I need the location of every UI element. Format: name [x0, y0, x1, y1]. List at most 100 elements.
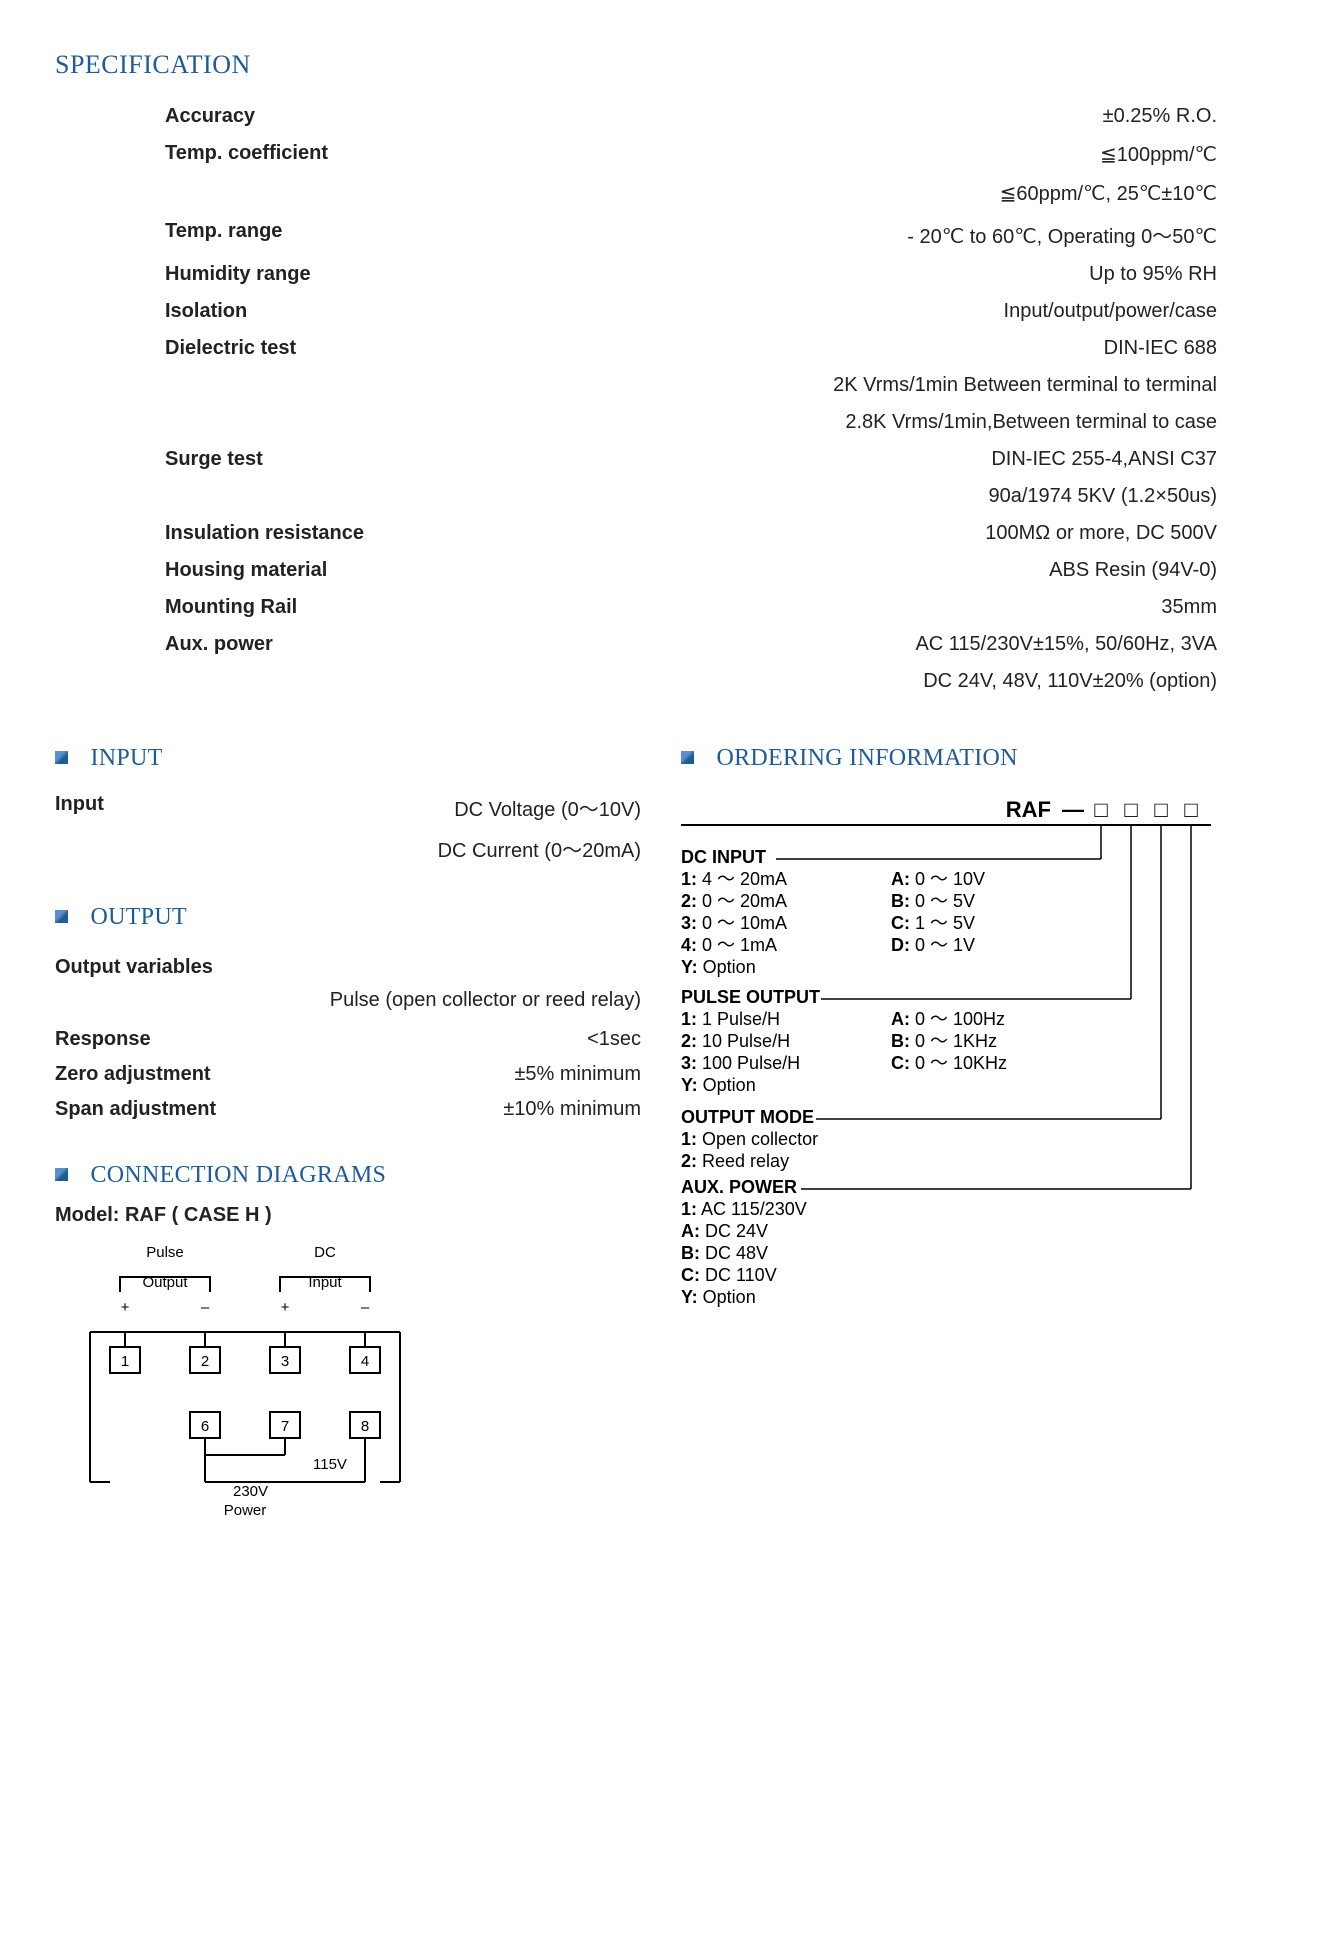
svg-text:□: □ — [1184, 797, 1197, 822]
order-option: A: 0 ～ 10V — [891, 869, 985, 889]
diagram-230v-label: 230V — [233, 1483, 268, 1500]
terminal-4: 4 — [361, 1353, 369, 1370]
spec-value: DIN-IEC 255-4,ANSI C37 — [485, 441, 1267, 478]
spec-label — [55, 404, 485, 441]
spec-value: 2.8K Vrms/1min,Between terminal to case — [485, 404, 1267, 441]
output-heading: OUTPUT — [90, 904, 186, 931]
spec-value: ≦60ppm/℃, 25℃±10℃ — [485, 174, 1267, 213]
diagram-output-label: Output — [142, 1274, 188, 1291]
input-value: DC Voltage (0～10V) — [169, 787, 641, 828]
terminal-3: 3 — [281, 1353, 289, 1370]
order-option: Y: Option — [681, 1075, 756, 1095]
order-option: 3: 100 Pulse/H — [681, 1053, 800, 1073]
spec-label: Temp. range — [55, 213, 485, 256]
order-option: 2: 0 ～ 20mA — [681, 891, 787, 911]
spec-value: 2K Vrms/1min Between terminal to termina… — [485, 367, 1267, 404]
spec-value: ≦100ppm/℃ — [485, 135, 1267, 174]
output-label: Span adjustment — [55, 1092, 371, 1127]
svg-text:□: □ — [1094, 797, 1107, 822]
specification-heading: SPECIFICATION — [55, 50, 1267, 80]
spec-label: Aux. power — [55, 626, 485, 663]
spec-value: - 20℃ to 60℃, Operating 0～50℃ — [485, 213, 1267, 256]
svg-text:—: — — [1062, 797, 1084, 822]
input-label — [55, 828, 169, 869]
input-table: InputDC Voltage (0～10V)DC Current (0～20m… — [55, 787, 641, 869]
spec-label: Mounting Rail — [55, 589, 485, 626]
spec-value: Up to 95% RH — [485, 256, 1267, 293]
diagram-pulse-label: Pulse — [146, 1244, 184, 1261]
diagram-115v-label: 115V — [313, 1456, 347, 1473]
spec-label: Accuracy — [55, 98, 485, 135]
order-option: 3: 0 ～ 10mA — [681, 913, 787, 933]
svg-text:□: □ — [1124, 797, 1137, 822]
output-variables-label: Output variables — [55, 956, 641, 979]
terminal-8: 8 — [361, 1418, 369, 1435]
spec-value: ABS Resin (94V-0) — [485, 552, 1267, 589]
order-option: 2: Reed relay — [681, 1151, 789, 1171]
order-option: 4: 0 ～ 1mA — [681, 935, 777, 955]
output-value: ±10% minimum — [371, 1092, 641, 1127]
order-option: 1: Open collector — [681, 1129, 818, 1149]
output-label: Response — [55, 1022, 371, 1057]
spec-value: 90a/1974 5KV (1.2×50us) — [485, 478, 1267, 515]
terminal-7: 7 — [281, 1418, 289, 1435]
spec-label: Housing material — [55, 552, 485, 589]
output-value: <1sec — [371, 1022, 641, 1057]
order-option: Y: Option — [681, 957, 756, 977]
diagram-plus: + — [281, 1299, 290, 1316]
output-table: Response<1secZero adjustment±5% minimumS… — [55, 1022, 641, 1127]
diagram-plus: + — [121, 1299, 130, 1316]
specification-table: Accuracy±0.25% R.O.Temp. coefficient≦100… — [55, 98, 1267, 700]
order-option: Y: Option — [681, 1287, 756, 1307]
order-option: B: DC 48V — [681, 1243, 768, 1263]
spec-value: 100MΩ or more, DC 500V — [485, 515, 1267, 552]
diagram-minus: – — [361, 1299, 370, 1316]
diagram-minus: – — [201, 1299, 210, 1316]
output-variables-value: Pulse (open collector or reed relay) — [55, 989, 641, 1012]
order-option: C: 0 ～ 10KHz — [891, 1053, 1007, 1073]
spec-label — [55, 478, 485, 515]
output-value: ±5% minimum — [371, 1057, 641, 1092]
svg-text:□: □ — [1154, 797, 1167, 822]
bullet-icon — [55, 751, 68, 764]
terminal-6: 6 — [201, 1418, 209, 1435]
svg-text:RAF: RAF — [1006, 797, 1051, 822]
bullet-icon — [55, 1168, 68, 1181]
order-option: A: DC 24V — [681, 1221, 768, 1241]
diagram-power-label: Power — [224, 1502, 267, 1517]
spec-label: Surge test — [55, 441, 485, 478]
spec-value: AC 115/230V±15%, 50/60Hz, 3VA — [485, 626, 1267, 663]
spec-label: Isolation — [55, 293, 485, 330]
bullet-icon — [55, 910, 68, 923]
order-option: B: 0 ～ 1KHz — [891, 1031, 997, 1051]
input-heading: INPUT — [90, 745, 162, 772]
spec-label — [55, 174, 485, 213]
order-group-heading: AUX. POWER — [681, 1177, 797, 1197]
order-option: C: 1 ～ 5V — [891, 913, 975, 933]
order-option: 1: 1 Pulse/H — [681, 1009, 780, 1029]
order-option: C: DC 110V — [681, 1265, 777, 1285]
order-option: 1: AC 115/230V — [681, 1199, 807, 1219]
order-group-heading: OUTPUT MODE — [681, 1107, 814, 1127]
ordering-heading: ORDERING INFORMATION — [716, 745, 1017, 772]
spec-label — [55, 663, 485, 700]
spec-label: Humidity range — [55, 256, 485, 293]
order-option: B: 0 ～ 5V — [891, 891, 975, 911]
spec-value: Input/output/power/case — [485, 293, 1267, 330]
spec-value: DC 24V, 48V, 110V±20% (option) — [485, 663, 1267, 700]
diagram-input-label: Input — [308, 1274, 342, 1291]
connection-diagram: Pulse Output DC Input + – + – 1 2 3 4 6 … — [55, 1237, 435, 1517]
input-label: Input — [55, 787, 169, 828]
diagram-dc-label: DC — [314, 1244, 336, 1261]
spec-label — [55, 367, 485, 404]
spec-label: Insulation resistance — [55, 515, 485, 552]
order-option: D: 0 ～ 1V — [891, 935, 975, 955]
order-group-heading: PULSE OUTPUT — [681, 987, 820, 1007]
order-option: 1: 4 ～ 20mA — [681, 869, 787, 889]
spec-label: Temp. coefficient — [55, 135, 485, 174]
order-option: 2: 10 Pulse/H — [681, 1031, 790, 1051]
spec-value: ±0.25% R.O. — [485, 98, 1267, 135]
bullet-icon — [681, 751, 694, 764]
order-option: A: 0 ～ 100Hz — [891, 1009, 1005, 1029]
spec-value: 35mm — [485, 589, 1267, 626]
